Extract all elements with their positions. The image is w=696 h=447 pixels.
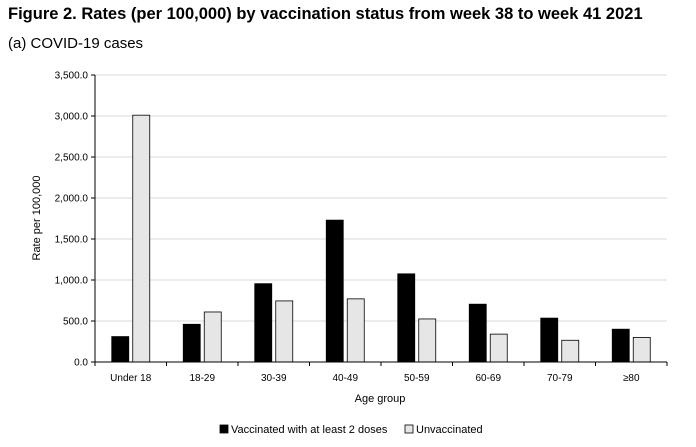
x-tick-label: 40-49 (332, 373, 358, 384)
bar-unvaccinated (489, 333, 508, 363)
legend-label: Vaccinated with at least 2 doses (231, 424, 388, 436)
x-tick-label: ≥80 (623, 373, 640, 384)
x-tick-label: 70-79 (547, 373, 573, 384)
figure-title: Figure 2. Rates (per 100,000) by vaccina… (8, 5, 643, 23)
legend-label: Unvaccinated (416, 424, 483, 436)
x-tick-label: 18-29 (189, 373, 215, 384)
y-tick-label: 500.0 (63, 317, 88, 328)
y-tick-label: 0.0 (74, 358, 88, 369)
bar-vaccinated (182, 323, 201, 363)
y-tick-label: 1,500.0 (55, 235, 89, 246)
bar-unvaccinated (632, 336, 651, 363)
x-tick-label: Under 18 (110, 373, 152, 384)
bar-vaccinated (397, 273, 416, 363)
bar-unvaccinated (418, 318, 437, 363)
gridlines (95, 74, 667, 322)
y-tick-label: 1,000.0 (55, 276, 89, 287)
x-tick-label: 50-59 (404, 373, 430, 384)
bar-unvaccinated (203, 311, 222, 363)
bars (111, 114, 651, 363)
legend: Vaccinated with at least 2 doses Unvaccin… (219, 424, 483, 436)
bar-unvaccinated (132, 114, 151, 363)
y-tick-label: 2,000.0 (55, 194, 89, 205)
axes: 0.0 500.0 1,000.0 1,500.0 2,000.0 2,500.0 3,00… (55, 71, 668, 384)
figure-subtitle: (a) COVID-19 cases (8, 35, 144, 52)
bar-unvaccinated (561, 339, 580, 363)
x-axis-label: Age group (355, 393, 406, 405)
x-tick-label: 30-39 (261, 373, 287, 384)
bar-vaccinated (540, 317, 559, 363)
bar-vaccinated (254, 283, 273, 363)
bar-vaccinated (468, 303, 487, 363)
bar-unvaccinated (346, 298, 365, 363)
y-tick-label: 2,500.0 (55, 153, 89, 164)
bar-vaccinated (325, 219, 344, 363)
x-tick-label: 60-69 (475, 373, 501, 384)
y-axis-label: Rate per 100,000 (31, 175, 43, 260)
y-tick-label: 3,000.0 (55, 112, 89, 123)
legend-swatch (404, 424, 414, 434)
bar-unvaccinated (275, 300, 294, 363)
bar-vaccinated (111, 336, 130, 363)
legend-swatch (219, 424, 229, 434)
bar-vaccinated (611, 328, 630, 363)
y-tick-label: 3,500.0 (55, 71, 89, 82)
